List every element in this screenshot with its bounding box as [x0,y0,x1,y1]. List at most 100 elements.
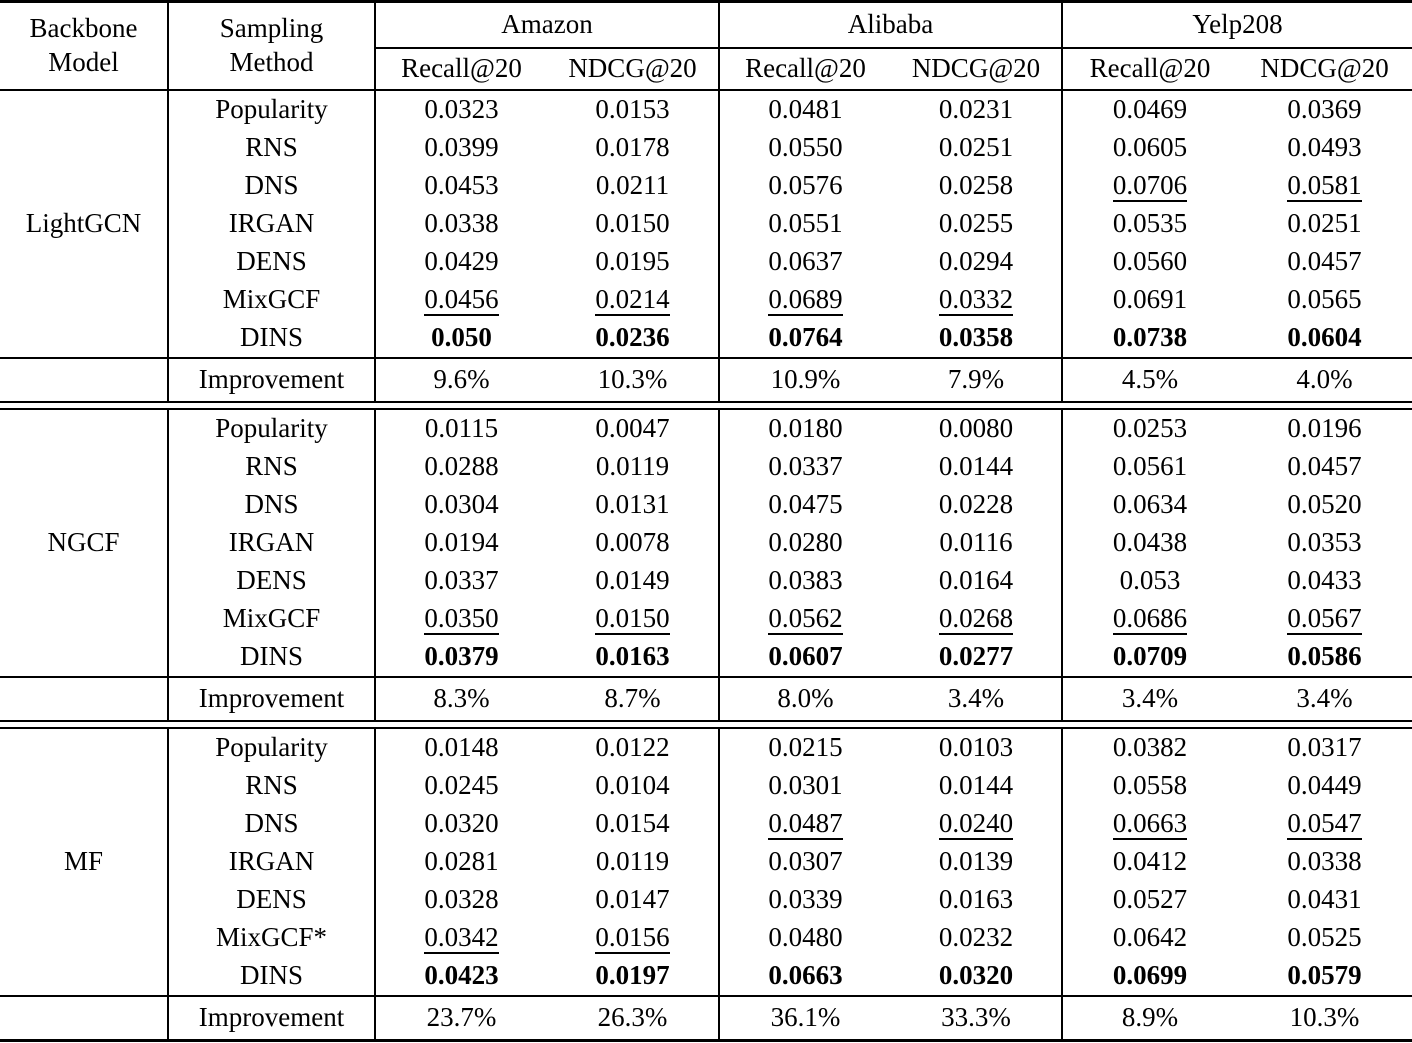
metric-value-text: 0.0104 [595,770,670,801]
metric-value-text: 0.0493 [1287,132,1362,163]
metric-value-text: 0.0525 [1287,922,1362,953]
table-row: MF Popularity 0.0148 0.0122 0.0215 0.0103 0.03… [0,727,1412,996]
metric-value-text: 0.0369 [1287,94,1362,125]
method-label: MixGCF* [168,919,376,957]
metric-value: 0.0581 [1237,167,1412,205]
metric-value-text: 0.0634 [1112,489,1188,520]
metric-value: 0.0562 [719,600,891,638]
metric-value-text: 0.0337 [424,565,499,596]
metric-value: 0.0337 [719,448,891,486]
metric-value: 0.0214 [547,281,720,319]
metric-value-text: 0.0604 [1287,322,1362,353]
method-label: IRGAN [168,524,376,562]
method-label: RNS [168,129,376,167]
metric-value: 0.0337 [375,562,547,600]
method-label: DNS [168,167,376,205]
improvement-value: 4.0% [1237,357,1412,402]
metric-value-text: 0.0453 [424,170,499,201]
metric-value: 0.0147 [547,881,720,919]
metric-value-text: 0.0709 [1112,641,1188,672]
table-row: RNS 0.0288 0.0119 0.0337 0.0144 0.0561 0.0457 [0,448,1412,486]
metric-value: 0.0379 [375,638,547,677]
metric-value: 0.0103 [891,727,1064,767]
table-row: DENS 0.0337 0.0149 0.0383 0.0164 0.053 0.0433 [0,562,1412,600]
metric-value: 0.0288 [375,448,547,486]
metric-value-text: 0.0412 [1112,846,1188,877]
metric-value-text: 0.0342 [424,923,499,955]
metric-value: 0.0560 [1062,243,1237,281]
metric-value-text: 0.0565 [1287,284,1362,315]
metric-value-text: 0.0605 [1112,132,1188,163]
metric-value: 0.0449 [1237,767,1412,805]
metric-value-text: 0.0663 [1112,809,1188,841]
improvement-value: 10.3% [1237,995,1412,1041]
method-label: DINS [168,957,376,996]
metric-value: 0.0634 [1062,486,1237,524]
metric-value-text: 0.0251 [938,132,1014,163]
table-row: DINS 0.0423 0.0197 0.0663 0.0320 0.0699 0.0579 [0,957,1412,996]
metric-value-text: 0.0301 [768,770,843,801]
metric-value: 0.0149 [547,562,720,600]
metric-value-text: 0.0180 [768,413,843,444]
metric-value-text: 0.0550 [768,132,843,163]
improvement-label: Improvement [168,995,376,1041]
metric-value-text: 0.0457 [1287,246,1362,277]
metric-value: 0.0163 [891,881,1064,919]
metric-value: 0.0642 [1062,919,1237,957]
metric-value: 0.0328 [375,881,547,919]
metric-value: 0.0338 [1237,843,1412,881]
metric-value: 0.0150 [547,205,720,243]
method-label: DNS [168,486,376,524]
improvement-row: Improvement 8.3% 8.7% 8.0% 3.4% 3.4% 3.4% [0,676,1412,721]
metric-value: 0.0150 [547,600,720,638]
improvement-value: 3.4% [1062,676,1238,721]
metric-value-text: 0.0255 [938,208,1014,239]
header-metric-recall-alibaba: Recall@20 [745,53,866,84]
metric-value-text: 0.0150 [595,604,670,636]
metric-value-text: 0.0469 [1112,94,1188,125]
method-label: DINS [168,638,376,677]
metric-value: 0.0607 [719,638,891,677]
metric-value: 0.0561 [1062,448,1237,486]
metric-value-text: 0.0164 [938,565,1014,596]
metric-value: 0.0686 [1062,600,1237,638]
metric-value: 0.0764 [719,319,891,358]
metric-value-text: 0.0379 [424,641,499,672]
metric-value-text: 0.0547 [1287,809,1362,841]
metric-value-text: 0.0320 [424,808,499,839]
metric-value: 0.0144 [891,767,1064,805]
metric-value-text: 0.0560 [1112,246,1188,277]
improvement-row: Improvement 23.7% 26.3% 36.1% 33.3% 8.9% 10.3% [0,995,1412,1041]
metric-value: 0.0358 [891,319,1064,358]
metric-value: 0.0706 [1062,167,1237,205]
metric-value: 0.0339 [719,881,891,919]
metric-value: 0.0251 [891,129,1064,167]
metric-value: 0.0154 [547,805,720,843]
metric-value: 0.0709 [1062,638,1237,677]
metric-value-text: 0.0481 [768,94,843,125]
metric-value-text: 0.0686 [1112,604,1188,636]
metric-value: 0.0196 [1237,408,1412,448]
metric-value: 0.0253 [1062,408,1238,448]
metric-value-text: 0.0080 [938,413,1014,444]
improvement-value: 8.0% [719,676,891,721]
metric-value: 0.0245 [375,767,547,805]
metric-value-text: 0.0122 [595,732,670,763]
improvement-label: Improvement [168,357,376,402]
metric-value-text: 0.0637 [768,246,843,277]
metric-value: 0.0294 [891,243,1064,281]
improvement-value: 3.4% [1237,676,1412,721]
metric-value-text: 0.0323 [424,94,499,125]
header-sampling-method: Sampling Method [168,1,376,90]
metric-value-text: 0.0579 [1287,960,1362,991]
block-separator-rule [0,401,1412,410]
metric-value: 0.0456 [375,281,547,319]
metric-value-text: 0.0197 [595,960,670,991]
method-label: RNS [168,448,376,486]
metric-value: 0.0576 [719,167,891,205]
metric-value: 0.0178 [547,129,720,167]
metric-value: 0.0236 [547,319,720,358]
metric-value-text: 0.0457 [1287,451,1362,482]
improvement-value: 23.7% [375,995,547,1041]
